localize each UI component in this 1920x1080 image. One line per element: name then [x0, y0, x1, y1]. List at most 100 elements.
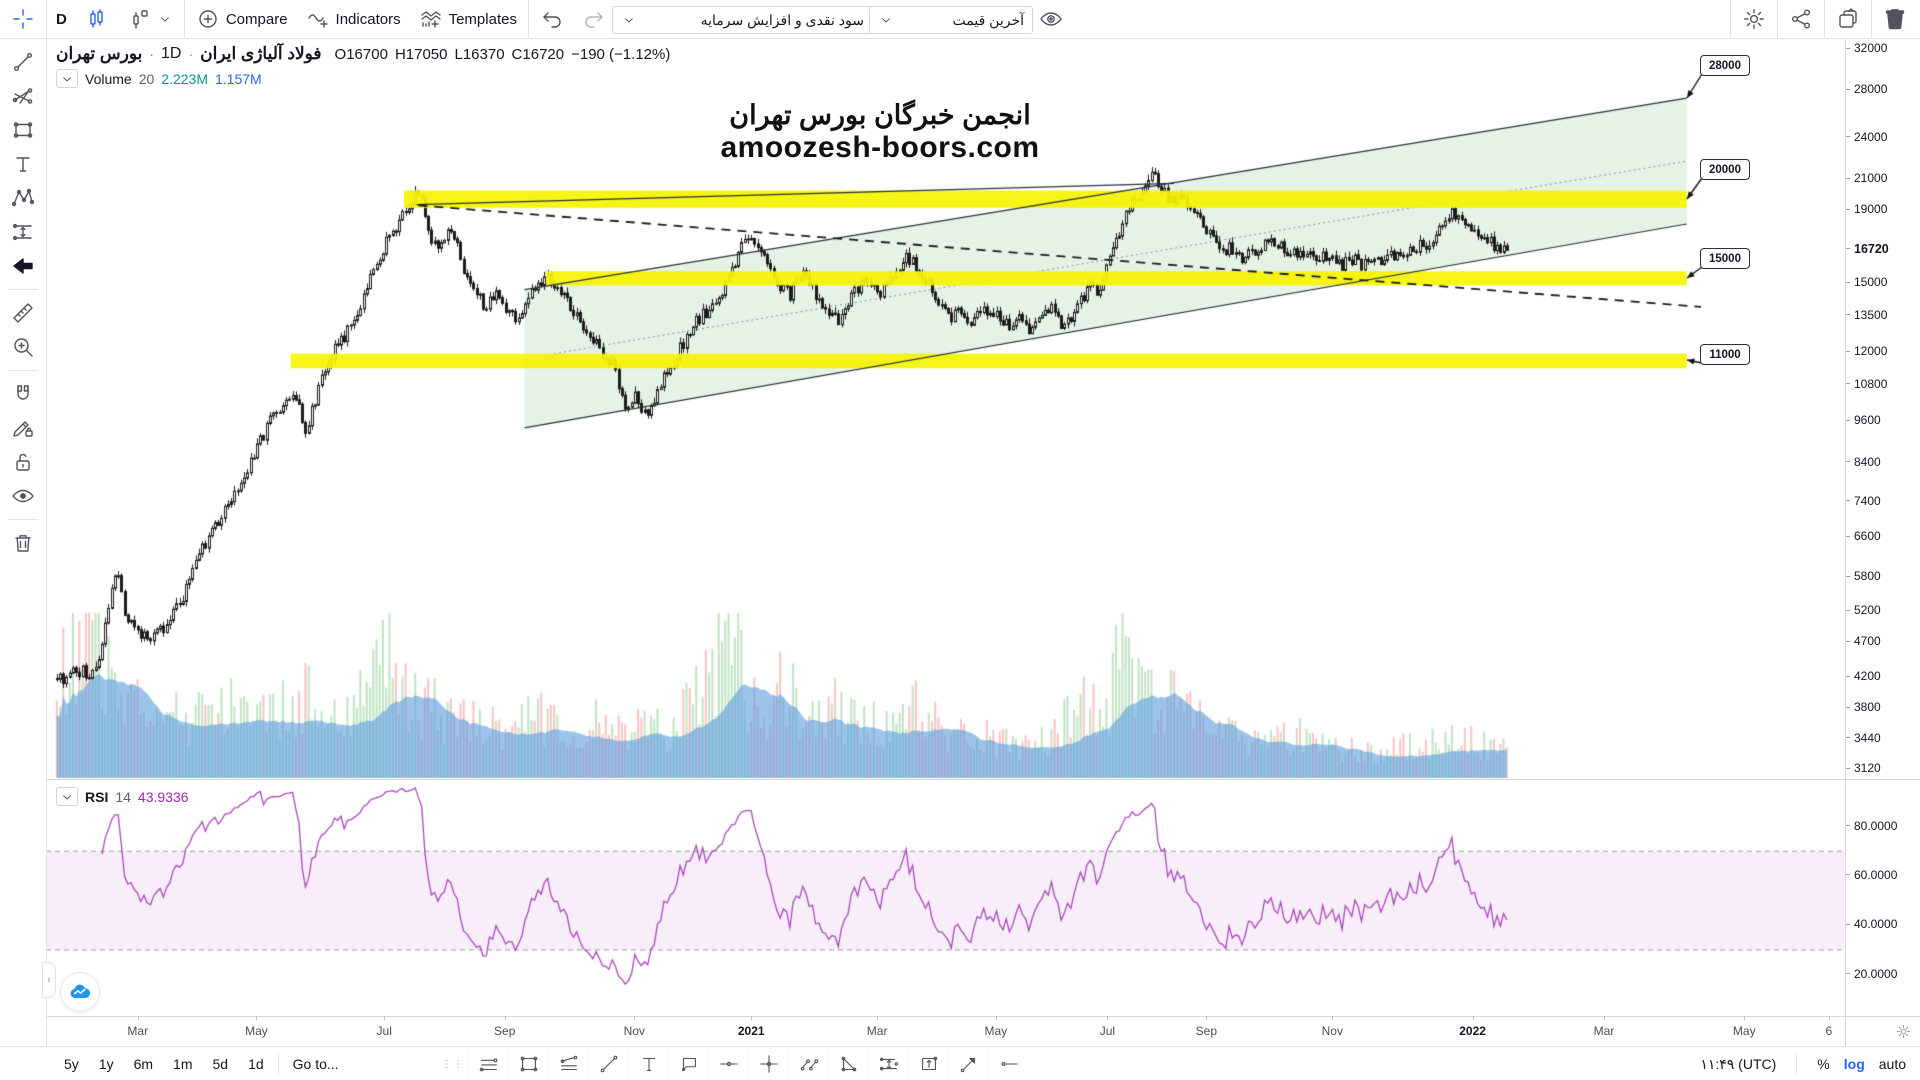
clock-utc[interactable]: ۱۱:۴۹ (UTC): [1700, 1055, 1777, 1072]
publish-button[interactable]: [60, 972, 100, 1012]
hide-drawings-tool[interactable]: [6, 482, 40, 510]
prediction-tool[interactable]: [6, 218, 40, 246]
favorite-ray-button[interactable]: [988, 1047, 1028, 1080]
axis-settings-gear-icon[interactable]: [1895, 1023, 1912, 1040]
favorite-text-button[interactable]: [628, 1047, 668, 1080]
symbol-legend[interactable]: بورس تهران · 1D · فولاد آلیاژی ایران O16…: [56, 44, 670, 64]
goto-button[interactable]: Go to...: [292, 1056, 339, 1072]
cursor-tool-button[interactable]: [0, 0, 47, 38]
drag-handle[interactable]: ⋮⋮: [442, 1058, 464, 1070]
favorite-trend-line-button[interactable]: [588, 1047, 628, 1080]
interval-button[interactable]: D: [56, 10, 67, 28]
xabcd-pattern-icon: [11, 188, 35, 207]
lock-drawings-tool[interactable]: [6, 448, 40, 476]
range-button-1m[interactable]: 1m: [173, 1056, 193, 1072]
price-tick: 19000: [1846, 202, 1920, 216]
trend-line-icon: [14, 53, 33, 72]
price-tick: 8400: [1846, 455, 1920, 469]
favorite-parallel-channel-button[interactable]: [468, 1047, 508, 1080]
magnet-icon: [17, 385, 29, 400]
chart-type-button[interactable]: [118, 0, 182, 38]
pattern-tool[interactable]: [6, 184, 40, 212]
templates-button[interactable]: Templates: [410, 0, 526, 38]
current-price-label: 16720: [1846, 242, 1920, 256]
bottombar-right-group: ۱۱:۴۹ (UTC) % log auto: [1700, 1047, 1906, 1080]
indicators-button[interactable]: Indicators: [297, 0, 410, 38]
exchange-name: بورس تهران: [56, 44, 143, 63]
layout-button[interactable]: [1827, 0, 1869, 38]
gann-fib-tool[interactable]: [6, 82, 40, 110]
price-tick: 24000: [1846, 130, 1920, 144]
bottombar-separator: [1796, 1053, 1798, 1075]
rsi-axis[interactable]: 80.0000 60.0000 40.0000 20.0000: [1846, 780, 1920, 1016]
gear-icon: [1744, 9, 1764, 29]
pane-divider[interactable]: [46, 779, 1920, 780]
low-value: L16370: [454, 45, 505, 63]
favorite-price-range-button[interactable]: [908, 1047, 948, 1080]
panel-collapse-handle[interactable]: ‹: [42, 962, 56, 998]
disjoint-channel-icon: [560, 1055, 577, 1071]
price-flag-28000[interactable]: 28000: [1700, 55, 1750, 76]
arrow-marker-tool[interactable]: [6, 252, 40, 280]
range-button-5d[interactable]: 5d: [212, 1056, 229, 1072]
percent-scale-button[interactable]: %: [1817, 1056, 1830, 1072]
price-flag-11000[interactable]: 11000: [1700, 344, 1750, 365]
range-button-6m[interactable]: 6m: [133, 1056, 154, 1072]
price-pane-canvas[interactable]: [46, 38, 1845, 780]
toolbar-separator: [1777, 0, 1778, 38]
text-tool[interactable]: [6, 150, 40, 178]
price-axis[interactable]: 32000 28000 24000 21000 19000 15000 13500 12000…: [1846, 38, 1920, 780]
trash-icon: [1885, 9, 1905, 30]
rsi-legend[interactable]: RSI 14 43.9336: [56, 787, 189, 806]
time-tick-mark: [504, 1016, 506, 1020]
volume-legend[interactable]: Volume 20 2.223M 1.157M: [56, 69, 262, 88]
rsi-collapse-button[interactable]: [56, 787, 78, 806]
favorite-rectangle-button[interactable]: [508, 1047, 548, 1080]
range-button-1y[interactable]: 1y: [98, 1056, 114, 1072]
price-tick: 15000: [1846, 275, 1920, 289]
compare-button[interactable]: Compare: [187, 0, 297, 38]
time-axis[interactable]: Mar May Jul Sep Nov 2021 Mar May Jul Sep Nov 2022 Ma…: [46, 1016, 1845, 1046]
delete-button[interactable]: [1874, 0, 1916, 38]
chevron-down-icon: [161, 17, 169, 22]
shapes-tool[interactable]: [6, 116, 40, 144]
rsi-tick: 40.0000: [1846, 917, 1920, 931]
date-range-icon: [879, 1057, 898, 1071]
share-button[interactable]: [1780, 0, 1822, 38]
favorite-date-range-button[interactable]: [868, 1047, 908, 1080]
toolbar-separator: [1824, 0, 1825, 38]
toolbar-separator: [183, 0, 185, 38]
favorite-callout-button[interactable]: [668, 1047, 708, 1080]
chart-style-candles-button[interactable]: [76, 0, 118, 38]
drawing-mode-tool[interactable]: [6, 414, 40, 442]
favorite-arrow-button[interactable]: [948, 1047, 988, 1080]
favorite-horizontal-line-button[interactable]: [708, 1047, 748, 1080]
auto-scale-button[interactable]: auto: [1878, 1056, 1906, 1072]
price-flag-20000[interactable]: 20000: [1700, 159, 1750, 180]
time-tick-mark: [1206, 1016, 1208, 1020]
price-tick: 12000: [1846, 344, 1920, 358]
remove-drawings-tool[interactable]: [6, 529, 40, 557]
adjustment-dropdown[interactable]: سود نقدی و افزایش سرمایه: [612, 6, 873, 34]
visibility-button[interactable]: [1030, 0, 1072, 38]
measure-tool[interactable]: [6, 299, 40, 327]
magnet-tool[interactable]: [6, 380, 40, 408]
log-scale-button[interactable]: log: [1843, 1056, 1865, 1072]
price-flag-15000[interactable]: 15000: [1700, 248, 1750, 269]
favorite-cross-line-button[interactable]: [748, 1047, 788, 1080]
trend-line-tool[interactable]: [6, 48, 40, 76]
undo-button[interactable]: [531, 0, 573, 38]
favorite-triangle-button[interactable]: [828, 1047, 868, 1080]
favorite-parallel-lines-button[interactable]: [788, 1047, 828, 1080]
price-tick: 28000: [1846, 82, 1920, 96]
zoom-in-tool[interactable]: [6, 333, 40, 361]
volume-collapse-button[interactable]: [56, 69, 78, 88]
redo-button[interactable]: [573, 0, 615, 38]
time-tick-mark: [1107, 1016, 1109, 1020]
range-button-5y[interactable]: 5y: [64, 1056, 79, 1072]
favorite-disjoint-channel-button[interactable]: [548, 1047, 588, 1080]
settings-button[interactable]: [1733, 0, 1775, 38]
price-mode-dropdown[interactable]: آخرین قیمت: [869, 6, 1033, 34]
range-button-1d[interactable]: 1d: [248, 1056, 264, 1072]
rsi-pane-canvas[interactable]: [46, 780, 1845, 1016]
